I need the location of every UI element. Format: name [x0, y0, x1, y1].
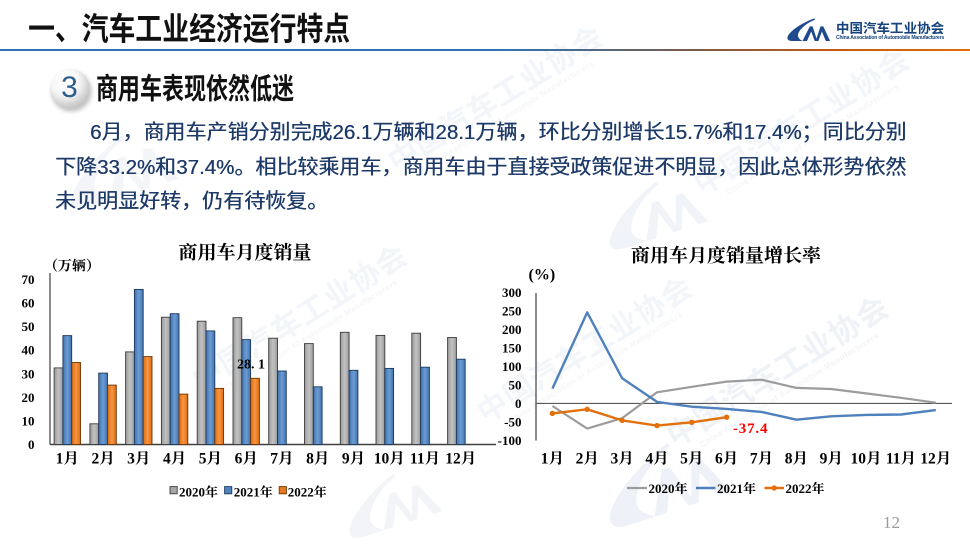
svg-text:商用车月度销量: 商用车月度销量 — [178, 242, 311, 264]
svg-text:（万辆）: （万辆） — [44, 259, 100, 275]
svg-text:2月: 2月 — [91, 451, 114, 468]
svg-text:10: 10 — [22, 413, 35, 428]
svg-text:2021年: 2021年 — [234, 485, 273, 500]
svg-text:8月: 8月 — [306, 451, 329, 468]
svg-text:-50: -50 — [504, 414, 521, 429]
svg-text:3月: 3月 — [127, 451, 150, 468]
svg-text:5月: 5月 — [680, 451, 703, 468]
svg-text:0: 0 — [28, 437, 35, 452]
svg-text:40: 40 — [22, 343, 35, 358]
svg-text:11月: 11月 — [886, 451, 916, 468]
svg-text:商用车月度销量增长率: 商用车月度销量增长率 — [631, 245, 821, 267]
svg-text:-37.4: -37.4 — [733, 421, 768, 437]
svg-text:2021年: 2021年 — [717, 481, 756, 496]
svg-text:(%): (%) — [529, 267, 556, 284]
svg-text:70: 70 — [22, 272, 35, 287]
svg-text:5月: 5月 — [199, 451, 222, 468]
svg-text:8月: 8月 — [785, 451, 808, 468]
svg-text:3月: 3月 — [610, 451, 633, 468]
svg-text:50: 50 — [22, 319, 35, 334]
svg-text:2020年: 2020年 — [179, 485, 218, 500]
svg-text:2020年: 2020年 — [649, 481, 688, 496]
svg-text:2022年: 2022年 — [786, 481, 825, 496]
svg-text:7月: 7月 — [270, 451, 293, 468]
svg-text:100: 100 — [502, 359, 522, 374]
svg-text:9月: 9月 — [820, 451, 843, 468]
svg-text:150: 150 — [502, 340, 522, 355]
svg-text:50: 50 — [509, 377, 522, 392]
svg-text:10月: 10月 — [850, 451, 881, 468]
svg-text:250: 250 — [502, 303, 522, 318]
svg-text:6月: 6月 — [715, 451, 738, 468]
svg-text:300: 300 — [502, 285, 522, 300]
svg-text:2月: 2月 — [576, 451, 599, 468]
svg-text:0: 0 — [515, 396, 522, 411]
svg-text:28. 1: 28. 1 — [237, 358, 265, 373]
svg-text:200: 200 — [502, 322, 522, 337]
svg-text:30: 30 — [22, 366, 35, 381]
svg-text:60: 60 — [22, 296, 35, 311]
svg-text:1月: 1月 — [541, 451, 564, 468]
svg-text:9月: 9月 — [342, 451, 365, 468]
svg-text:1月: 1月 — [56, 451, 79, 468]
svg-text:10月: 10月 — [374, 451, 405, 468]
svg-text:12月: 12月 — [445, 451, 476, 468]
svg-text:7月: 7月 — [750, 451, 773, 468]
svg-text:20: 20 — [22, 390, 35, 405]
svg-text:6月: 6月 — [235, 451, 258, 468]
svg-text:4月: 4月 — [645, 451, 668, 468]
svg-text:-100: -100 — [498, 433, 522, 448]
svg-text:11月: 11月 — [410, 451, 440, 468]
svg-text:4月: 4月 — [163, 451, 186, 468]
svg-text:2022年: 2022年 — [288, 485, 327, 500]
svg-text:12月: 12月 — [920, 451, 951, 468]
